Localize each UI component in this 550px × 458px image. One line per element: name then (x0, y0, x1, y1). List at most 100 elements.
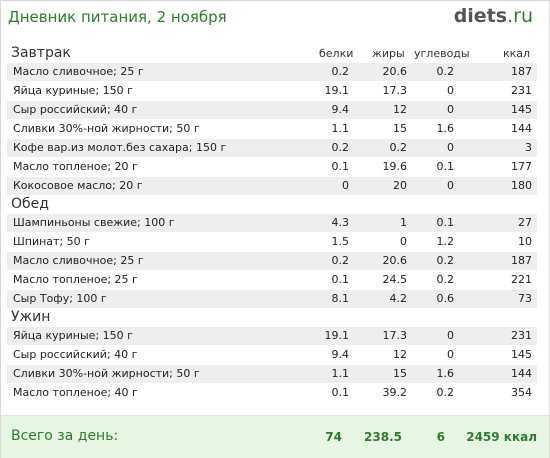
col-kcal-header: ккал (503, 47, 531, 60)
table-row: Сыр российский; 40 г 9.4 12 0 145 (7, 101, 537, 120)
meal-lunch: Обед Шампиньоны свежие; 100 г 4.3 1 0.1 27 Шп… (1, 194, 549, 309)
carbs-value: 0 (447, 141, 454, 154)
kcal-value: 144 (511, 367, 532, 380)
kcal-value: 177 (511, 160, 532, 173)
kcal-value: 354 (511, 386, 532, 399)
fat-value: 4.2 (389, 292, 408, 305)
carbs-value: 1.6 (436, 122, 455, 135)
kcal-value: 27 (518, 216, 532, 229)
fat-value: 1 (400, 216, 407, 229)
table-row: Шампиньоны свежие; 100 г 4.3 1 0.1 27 (7, 214, 537, 233)
protein-value: 1.1 (331, 122, 350, 135)
daily-totals: Всего за день: 74 238.5 6 2459 ккал (1, 415, 549, 458)
logo-main: diets (453, 5, 508, 27)
food-name: Сливки 30%-ной жирности; 50 г (13, 367, 200, 380)
food-name: Масло топленое; 40 г (13, 386, 138, 399)
carbs-value: 0.1 (436, 216, 455, 229)
meal-breakfast: Завтрак белки жиры углеводы ккал Масло с… (1, 43, 549, 196)
kcal-value: 144 (511, 122, 532, 135)
food-name: Масло топленое; 25 г (13, 273, 138, 286)
kcal-value: 3 (525, 141, 532, 154)
col-carbs-header: углеводы (414, 47, 470, 60)
table-row: Кокосовое масло; 20 г 0 20 0 180 (7, 177, 537, 196)
page-title: Дневник питания, 2 ноября (8, 8, 227, 26)
carbs-value: 0.2 (436, 65, 455, 78)
fat-value: 0.2 (389, 141, 408, 154)
kcal-value: 187 (511, 254, 532, 267)
carbs-value: 0 (447, 103, 454, 116)
table-row: Масло топленое; 25 г 0.1 24.5 0.2 221 (7, 271, 537, 290)
kcal-value: 221 (511, 273, 532, 286)
kcal-value: 231 (511, 84, 532, 97)
fat-value: 20 (393, 179, 407, 192)
meal-header: Ужин (1, 307, 549, 327)
protein-value: 0.1 (331, 273, 350, 286)
protein-value: 19.1 (324, 329, 350, 342)
meal-dinner: Ужин Яйца куриные; 150 г 19.1 17.3 0 231 Сыр … (1, 307, 549, 403)
table-row: Кофе вар.из молот.без сахара; 150 г 0.2 0.… (7, 139, 537, 158)
food-name: Шпинат; 50 г (13, 235, 90, 248)
fat-value: 15 (393, 122, 407, 135)
protein-value: 0.1 (331, 386, 350, 399)
total-carbs: 6 (436, 430, 445, 444)
fat-value: 19.6 (382, 160, 408, 173)
protein-value: 9.4 (331, 348, 350, 361)
table-row: Сливки 30%-ной жирности; 50 г 1.1 15 1.6 144 (7, 120, 537, 139)
food-name: Кокосовое масло; 20 г (13, 179, 143, 192)
kcal-value: 180 (511, 179, 532, 192)
fat-value: 12 (393, 348, 407, 361)
carbs-value: 1.2 (436, 235, 455, 248)
fat-value: 39.2 (382, 386, 408, 399)
fat-value: 24.5 (382, 273, 408, 286)
fat-value: 17.3 (382, 329, 408, 342)
carbs-value: 0 (447, 329, 454, 342)
carbs-value: 0.2 (436, 386, 455, 399)
kcal-value: 145 (511, 103, 532, 116)
food-name: Сыр российский; 40 г (13, 348, 138, 361)
totals-label: Всего за день: (11, 428, 119, 444)
table-row: Шпинат; 50 г 1.5 0 1.2 10 (7, 233, 537, 252)
protein-value: 1.5 (331, 235, 350, 248)
kcal-value: 187 (511, 65, 532, 78)
fat-value: 0 (400, 235, 407, 248)
total-protein: 74 (325, 430, 342, 444)
fat-value: 15 (393, 367, 407, 380)
food-name: Сыр Тофу; 100 г (13, 292, 107, 305)
table-row: Яйца куриные; 150 г 19.1 17.3 0 231 (7, 327, 537, 346)
kcal-value: 145 (511, 348, 532, 361)
table-row: Яйца куриные; 150 г 19.1 17.3 0 231 (7, 82, 537, 101)
kcal-value: 73 (518, 292, 532, 305)
table-row: Масло сливочное; 25 г 0.2 20.6 0.2 187 (7, 252, 537, 271)
food-name: Сыр российский; 40 г (13, 103, 138, 116)
meal-title: Ужин (11, 309, 51, 325)
kcal-value: 10 (518, 235, 532, 248)
protein-value: 0 (342, 179, 349, 192)
food-name: Яйца куриные; 150 г (13, 329, 133, 342)
carbs-value: 0.2 (436, 254, 455, 267)
carbs-value: 1.6 (436, 367, 455, 380)
food-name: Масло сливочное; 25 г (13, 65, 144, 78)
food-name: Шампиньоны свежие; 100 г (13, 216, 175, 229)
protein-value: 0.2 (331, 141, 350, 154)
food-name: Масло топленое; 20 г (13, 160, 138, 173)
table-row: Сливки 30%-ной жирности; 50 г 1.1 15 1.6 144 (7, 365, 537, 384)
fat-value: 12 (393, 103, 407, 116)
protein-value: 0.2 (331, 254, 350, 267)
protein-value: 9.4 (331, 103, 350, 116)
food-name: Масло сливочное; 25 г (13, 254, 144, 267)
table-row: Масло топленое; 40 г 0.1 39.2 0.2 354 (7, 384, 537, 403)
food-name: Яйца куриные; 150 г (13, 84, 133, 97)
fat-value: 20.6 (382, 254, 408, 267)
protein-value: 1.1 (331, 367, 350, 380)
table-row: Сыр Тофу; 100 г 8.1 4.2 0.6 73 (7, 290, 537, 309)
logo-tld: .ru (507, 5, 533, 27)
meal-header: Завтрак белки жиры углеводы ккал (1, 43, 549, 63)
site-logo[interactable]: diets.ru (454, 5, 533, 27)
protein-value: 4.3 (331, 216, 350, 229)
carbs-value: 0.6 (436, 292, 455, 305)
col-fat-header: жиры (372, 47, 405, 60)
total-kcal: 2459 ккал (466, 430, 537, 444)
fat-value: 20.6 (382, 65, 408, 78)
total-fat: 238.5 (364, 430, 402, 444)
